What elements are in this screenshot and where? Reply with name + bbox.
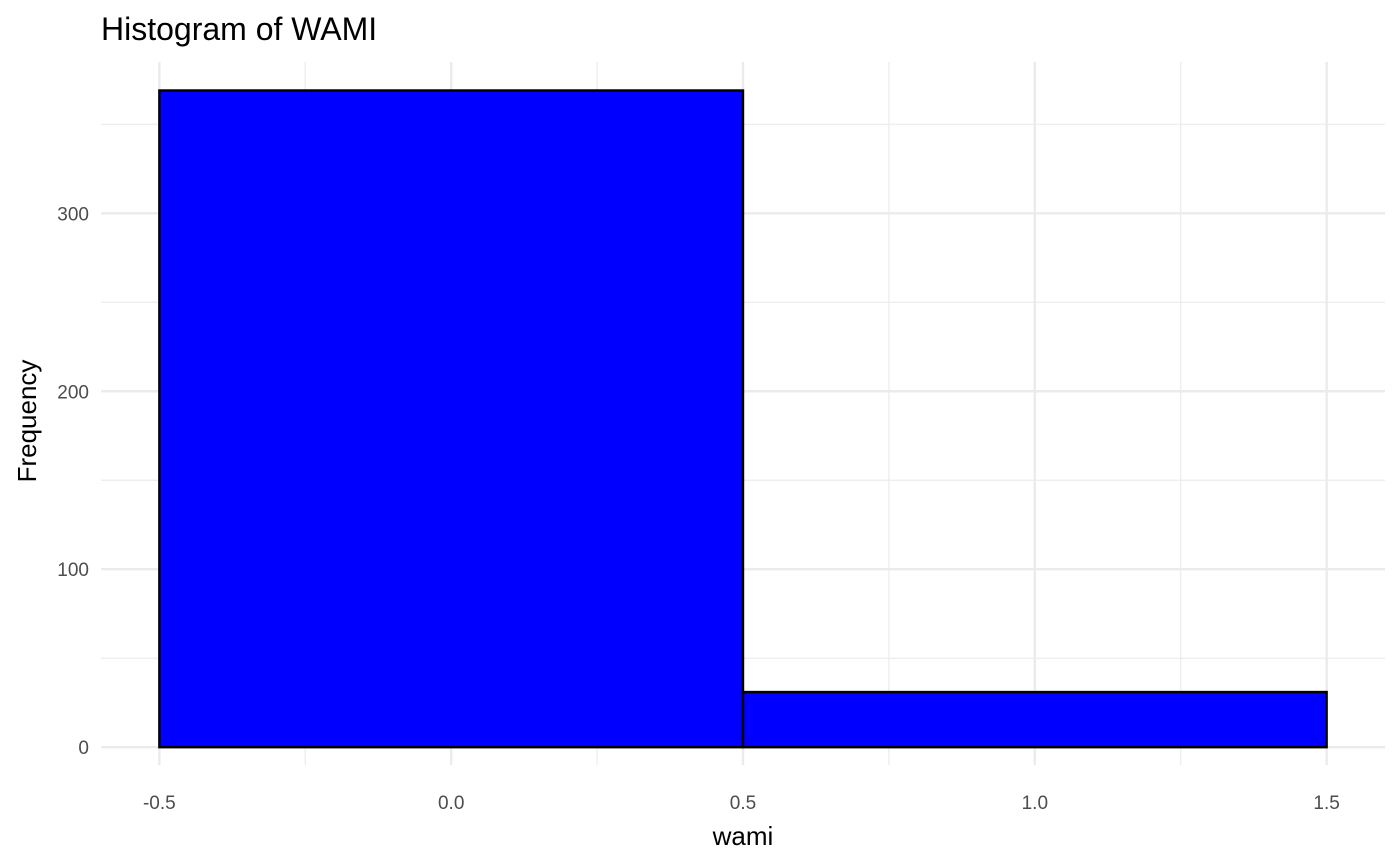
histogram-bar xyxy=(741,690,1328,749)
x-tick-label: 0.5 xyxy=(730,793,756,814)
chart-title: Histogram of WAMI xyxy=(101,11,377,47)
y-tick-label: 300 xyxy=(57,204,89,225)
y-axis-title: Frequency xyxy=(12,360,42,483)
histogram-bars xyxy=(158,89,1328,749)
y-tick-label: 100 xyxy=(57,560,89,581)
x-tick-label: -0.5 xyxy=(143,793,176,814)
x-axis-tick-labels: -0.5 0.0 0.5 1.0 1.5 xyxy=(143,793,1340,814)
y-tick-label: 200 xyxy=(57,382,89,403)
y-axis-tick-labels: 0 100 200 300 xyxy=(57,204,89,759)
y-tick-label: 0 xyxy=(78,738,89,759)
x-tick-label: 0.0 xyxy=(438,793,464,814)
histogram-bar xyxy=(158,89,745,749)
x-tick-label: 1.5 xyxy=(1313,793,1339,814)
x-axis-title: wami xyxy=(712,821,774,851)
x-tick-label: 1.0 xyxy=(1022,793,1048,814)
